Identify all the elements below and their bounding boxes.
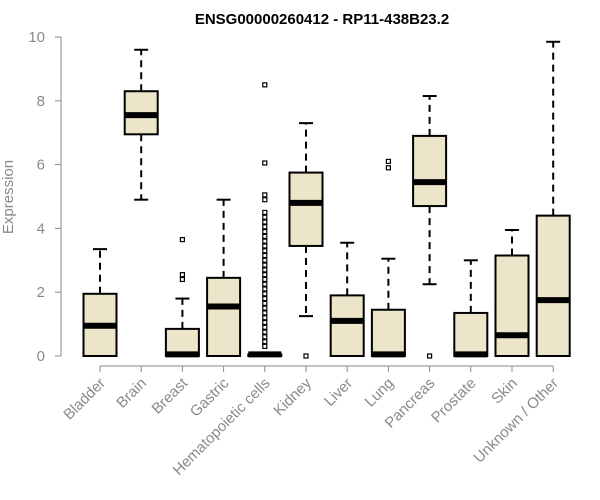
y-tick-label: 6 (37, 157, 45, 174)
x-tick-label: Breast (149, 374, 192, 417)
outlier-point (427, 353, 433, 359)
outlier-point (262, 339, 268, 345)
outlier-point (262, 310, 268, 316)
outlier-point (262, 82, 268, 88)
x-tick-label: Lung (362, 375, 398, 411)
outlier-point (262, 257, 268, 263)
outlier-point (262, 252, 268, 259)
outlier-point (179, 236, 185, 243)
outlier-point (262, 248, 268, 254)
x-tick-label: Brain (113, 375, 150, 412)
outlier-point (385, 165, 391, 171)
boxes-group (82, 40, 571, 359)
box-body (535, 214, 571, 357)
outlier-point (262, 300, 268, 306)
y-tick-label: 10 (28, 29, 45, 46)
box-group (206, 198, 242, 357)
box-group (247, 82, 283, 358)
outlier-point (262, 305, 268, 311)
outlier-point (262, 319, 268, 326)
x-tick-label: Liver (321, 375, 356, 410)
outlier-point (262, 238, 268, 244)
box-group (370, 158, 406, 358)
outlier-point (262, 243, 268, 249)
box-group (329, 241, 365, 358)
x-tick-label: Kidney (270, 374, 315, 419)
outlier-point (262, 233, 268, 239)
box-group (453, 259, 489, 358)
outlier-point (262, 209, 268, 216)
x-tick-label: Prostate (428, 375, 480, 427)
box-group (412, 95, 448, 359)
outlier-point (262, 281, 268, 287)
outlier-point (262, 295, 268, 302)
box-body (412, 134, 448, 208)
outlier-point (385, 158, 391, 165)
outlier-point (262, 276, 268, 283)
outlier-point (262, 228, 268, 235)
box-body (288, 171, 324, 247)
box-group (288, 122, 324, 359)
outlier-point (303, 353, 309, 359)
box-body (370, 308, 406, 357)
outlier-point (262, 343, 268, 350)
chart-title: ENSG00000260412 - RP11-438B23.2 (195, 11, 449, 28)
outlier-point (262, 267, 268, 273)
outlier-point (262, 329, 268, 335)
outlier-point (262, 224, 268, 230)
box-group (123, 48, 159, 201)
outlier-point (179, 276, 185, 283)
outlier-point (262, 291, 268, 297)
y-axis: 0 2 4 6 8 10 (28, 29, 62, 365)
y-tick-label: 8 (37, 93, 45, 110)
box-group (82, 248, 118, 358)
y-tick-label: 4 (37, 220, 45, 237)
x-tick-label: Skin (488, 375, 521, 408)
x-tick-label: Bladder (60, 375, 109, 424)
outlier-point (262, 214, 268, 220)
outlier-point (262, 286, 268, 292)
outlier-point (262, 197, 268, 203)
box-body (494, 254, 530, 357)
outlier-point (262, 324, 268, 330)
outlier-point (262, 334, 268, 340)
outlier-point (262, 262, 268, 268)
box-group (164, 236, 200, 358)
box-group (535, 40, 571, 357)
outlier-point (262, 192, 268, 198)
outlier-point (262, 272, 268, 278)
outlier-point (262, 315, 268, 321)
box-body (453, 311, 489, 357)
box-body (329, 294, 365, 358)
outlier-point (179, 272, 185, 278)
outlier-point (262, 219, 268, 225)
y-tick-label: 2 (37, 284, 45, 301)
y-tick-label: 0 (37, 348, 45, 365)
outlier-point (262, 160, 268, 166)
y-axis-label: Expression (0, 160, 17, 234)
box-group (494, 228, 530, 357)
box-body (206, 276, 242, 357)
